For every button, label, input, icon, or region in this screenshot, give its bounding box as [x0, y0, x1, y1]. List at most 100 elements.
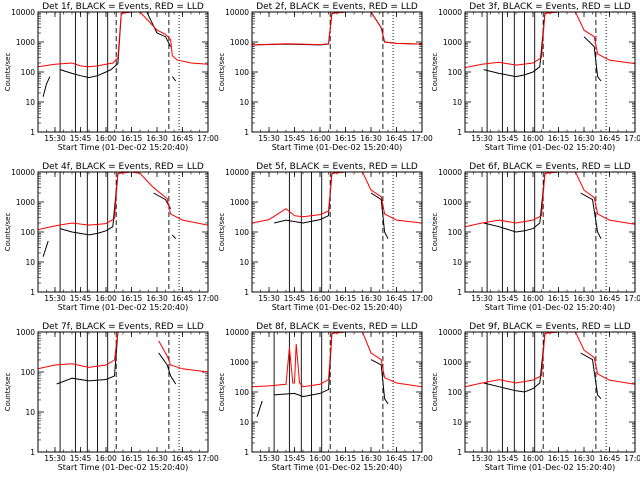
- x-tick-label: 15:30: [44, 454, 66, 463]
- events-series-line: [580, 352, 602, 400]
- x-tick-label: 16:00: [95, 294, 117, 303]
- y-tick-label: 10: [239, 418, 249, 427]
- plot-area: [465, 12, 635, 132]
- lld-series-line: [465, 12, 635, 69]
- y-tick-label: 1000: [16, 38, 35, 47]
- x-tick-label: 16:15: [335, 454, 357, 463]
- plot-frame: [37, 331, 209, 453]
- x-tick-label: 16:15: [548, 294, 570, 303]
- y-tick-label: 100: [448, 228, 463, 237]
- plot-frame: [464, 171, 636, 293]
- x-tick-label: 17:00: [411, 134, 433, 143]
- y-tick-label: 10: [25, 98, 35, 107]
- y-tick-label: 10000: [225, 168, 249, 177]
- y-axis-label: Counts/sec: [4, 213, 12, 252]
- y-tick-label: 100: [448, 388, 463, 397]
- y-tick-label: 1: [30, 288, 35, 297]
- events-series-line: [583, 36, 602, 82]
- detector-plot: Det 6f, BLACK = Events, RED = LLD Counts/…: [431, 162, 640, 312]
- x-axis-label: Start Time (01-Dec-02 15:20:40): [485, 143, 616, 152]
- x-tick-label: 17:00: [411, 294, 433, 303]
- plot-frame: [251, 11, 423, 133]
- y-tick-label: 10000: [438, 168, 462, 177]
- x-tick-label: 15:45: [497, 134, 519, 143]
- y-tick-label: 1000: [230, 198, 249, 207]
- y-tick-label: 100: [21, 228, 36, 237]
- x-tick-label: 16:00: [95, 454, 117, 463]
- y-tick-label: 1000: [443, 358, 462, 367]
- x-tick-label: 15:30: [471, 294, 493, 303]
- x-tick-label: 15:30: [471, 454, 493, 463]
- plot-area: [252, 332, 422, 452]
- y-tick-label: 10000: [438, 328, 462, 337]
- y-tick-label: 100: [21, 368, 36, 377]
- lld-series-line: [38, 12, 208, 68]
- y-tick-label: 1: [457, 288, 462, 297]
- plot-title: Det 7f, BLACK = Events, RED = LLD: [42, 322, 204, 332]
- x-tick-label: 15:30: [258, 294, 280, 303]
- plot-frame: [37, 171, 209, 293]
- events-series-line: [483, 172, 557, 233]
- y-tick-label: 1: [30, 448, 35, 457]
- detector-plot: Det 1f, BLACK = Events, RED = LLD Counts/…: [4, 2, 219, 152]
- x-tick-label: 17:00: [624, 134, 640, 143]
- plot-frame: [251, 171, 423, 293]
- lld-series-line: [252, 332, 422, 388]
- plot-title: Det 2f, BLACK = Events, RED = LLD: [256, 2, 418, 12]
- y-tick-label: 100: [235, 388, 250, 397]
- y-tick-label: 10000: [225, 328, 249, 337]
- y-tick-label: 10000: [11, 8, 35, 17]
- y-axis-label: Counts/sec: [218, 373, 226, 412]
- y-tick-label: 10: [452, 418, 462, 427]
- detector-plot: Det 3f, BLACK = Events, RED = LLD Counts/…: [431, 2, 640, 152]
- x-tick-label: 15:45: [284, 454, 306, 463]
- x-tick-label: 17:00: [197, 454, 219, 463]
- x-tick-label: 17:00: [624, 454, 640, 463]
- x-tick-label: 16:30: [573, 454, 595, 463]
- x-axis-label: Start Time (01-Dec-02 15:20:40): [272, 303, 403, 312]
- y-axis-label: Counts/sec: [431, 213, 439, 252]
- y-tick-label: 1000: [443, 38, 462, 47]
- x-tick-label: 16:15: [548, 454, 570, 463]
- x-tick-label: 16:45: [599, 134, 621, 143]
- x-axis-label: Start Time (01-Dec-02 15:20:40): [58, 143, 189, 152]
- events-series-line: [146, 12, 172, 47]
- y-tick-label: 1000: [16, 328, 35, 337]
- x-tick-label: 15:30: [44, 294, 66, 303]
- x-tick-label: 16:15: [121, 294, 143, 303]
- y-tick-label: 10000: [225, 8, 249, 17]
- x-tick-label: 15:45: [284, 294, 306, 303]
- plot-title: Det 5f, BLACK = Events, RED = LLD: [256, 162, 418, 172]
- y-tick-label: 100: [21, 68, 36, 77]
- lld-series-line: [465, 332, 635, 388]
- y-tick-label: 1: [457, 128, 462, 137]
- plot-area: [38, 12, 208, 132]
- x-tick-label: 15:45: [497, 454, 519, 463]
- plot-area: [252, 12, 422, 132]
- events-series-line: [59, 172, 130, 236]
- x-tick-label: 16:15: [335, 134, 357, 143]
- x-tick-label: 16:30: [146, 134, 168, 143]
- x-tick-label: 16:00: [522, 294, 544, 303]
- x-tick-label: 17:00: [197, 294, 219, 303]
- x-tick-label: 16:30: [146, 454, 168, 463]
- plot-area: [38, 332, 208, 452]
- events-series-line: [158, 352, 177, 385]
- y-tick-label: 100: [448, 68, 463, 77]
- x-tick-label: 16:45: [599, 454, 621, 463]
- x-tick-label: 16:30: [573, 134, 595, 143]
- y-tick-label: 10: [25, 258, 35, 267]
- y-tick-label: 1000: [230, 38, 249, 47]
- x-tick-label: 16:30: [146, 294, 168, 303]
- events-series-line: [580, 192, 602, 239]
- y-tick-label: 1: [457, 448, 462, 457]
- events-series-line: [483, 332, 557, 393]
- y-axis-label: Counts/sec: [4, 373, 12, 412]
- y-axis-label: Counts/sec: [4, 53, 12, 92]
- x-tick-label: 16:00: [522, 134, 544, 143]
- lld-series-line: [252, 12, 422, 46]
- x-tick-label: 16:30: [360, 134, 382, 143]
- x-tick-label: 16:00: [522, 454, 544, 463]
